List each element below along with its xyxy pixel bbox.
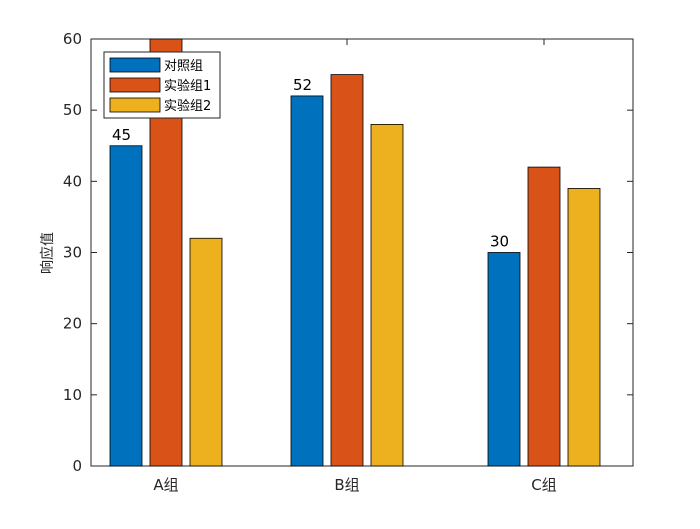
legend-swatch bbox=[109, 57, 161, 73]
data-label: 30 bbox=[490, 233, 509, 251]
x-category-label: C组 bbox=[531, 476, 556, 494]
y-tick-label: 30 bbox=[63, 244, 82, 262]
data-label: 52 bbox=[293, 76, 312, 94]
bar-1-2 bbox=[290, 95, 324, 467]
y-tick-label: 10 bbox=[63, 386, 82, 404]
y-tick-label: 50 bbox=[63, 101, 82, 119]
data-label: 45 bbox=[112, 126, 131, 144]
bar-3-2 bbox=[370, 124, 404, 467]
legend-swatch bbox=[109, 77, 161, 93]
bar-2-2 bbox=[330, 74, 364, 467]
y-tick-label: 0 bbox=[72, 457, 82, 475]
bar-1-1 bbox=[109, 145, 143, 467]
legend-swatch bbox=[109, 97, 161, 113]
y-tick-label: 20 bbox=[63, 315, 82, 333]
y-axis-title: 响应值 bbox=[39, 232, 56, 274]
x-category-label: A组 bbox=[153, 476, 178, 494]
legend-entry: 对照组 bbox=[164, 59, 203, 74]
x-category-label: B组 bbox=[334, 476, 359, 494]
y-tick-label: 40 bbox=[63, 172, 82, 190]
legend-entry: 实验组2 bbox=[164, 98, 211, 114]
bar-2-3 bbox=[527, 166, 561, 467]
bar-3-3 bbox=[567, 188, 601, 467]
legend-entry: 实验组1 bbox=[164, 78, 211, 94]
bar-3-1 bbox=[189, 237, 223, 467]
bar-1-3 bbox=[487, 252, 521, 467]
y-tick-label: 60 bbox=[63, 30, 82, 48]
